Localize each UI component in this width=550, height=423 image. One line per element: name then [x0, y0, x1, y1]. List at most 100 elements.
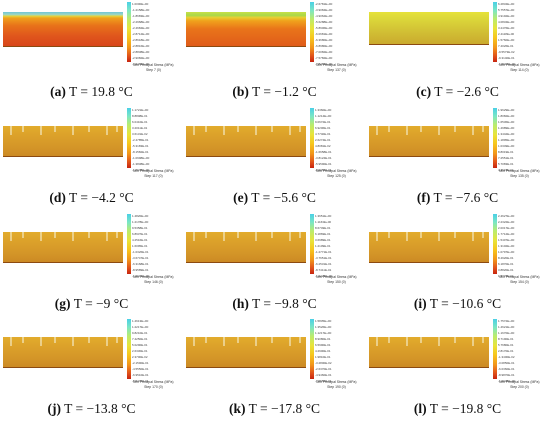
crack-marks — [10, 125, 118, 135]
legend-tick-label: 1.8082E+00 — [498, 113, 515, 118]
legend-tick-label: -6.3168E-01 — [132, 261, 149, 266]
panel-caption: (e) T = −5.6 °C — [183, 190, 366, 206]
legend-step: Step 117 (0) — [144, 173, 163, 178]
panel-letter: (i) — [413, 295, 427, 311]
crack-marks — [376, 231, 484, 241]
legend-tick-label: 5.7083E-01 — [498, 161, 514, 166]
legend-tick-label: -6.0360E-01 — [498, 367, 515, 372]
color-bar — [127, 319, 131, 380]
legend-tick-label: -2.8712E+00 — [132, 32, 150, 36]
stress-field — [3, 125, 123, 157]
crack-marks — [193, 125, 301, 135]
contour-plot: 1.3360E+00 1.1214E+00 9.0672E-01 6.9206E-01… — [186, 107, 363, 180]
contour-plot: 1.4820E+00 1.2178E+00 9.5358E-01 6.8937E-01… — [3, 213, 180, 286]
legend-tick-label: 5.7557E+00 — [498, 8, 515, 12]
color-bar — [310, 107, 314, 168]
legend-tick-label: 1.1895E+00 — [498, 137, 515, 142]
color-legend: 1.1721E+00 8.8808E-01 6.0410E-01 3.2011E-01… — [127, 107, 180, 180]
legend-step: Step 114 (0) — [510, 68, 529, 72]
stress-field — [186, 231, 306, 263]
color-legend: 1.5835E+00 1.3526E+00 1.1217E+00 8.9080E-01… — [310, 319, 363, 391]
legend-tick-label: -9.3140E-01 — [498, 56, 515, 60]
legend-title: Min Principal Stress (MPa) — [133, 168, 174, 173]
legend-ticks: 1.9629E+00 1.8082E+00 1.6536E+00 1.4989E+00… — [498, 107, 546, 173]
panel-caption: (h) T = −9.8 °C — [183, 296, 366, 312]
legend-tick-label: -3.2800E-02 — [315, 361, 332, 366]
legend-tick-label: 9.0672E-01 — [315, 119, 331, 124]
color-bar — [310, 2, 314, 62]
color-bar — [493, 213, 497, 274]
legend-tick-label: 1.4621E+00 — [498, 325, 515, 330]
stress-field — [3, 337, 123, 369]
legend-tick-label: -6.0681E+00 — [315, 32, 333, 36]
legend-tick-label: 6.0410E-01 — [132, 119, 148, 124]
legend-tick-label: 4.2516E-01 — [132, 237, 148, 242]
contour-panel: 1.3651E+00 1.1163E+00 8.6749E-01 6.1869E-01… — [183, 212, 366, 318]
legend-tick-label: 8.4920E-01 — [498, 255, 514, 260]
stress-field — [369, 12, 489, 45]
legend-tick-label: -2.1590E-01 — [132, 361, 149, 366]
contour-panel: 1.3360E+00 1.1214E+00 9.0672E-01 6.9206E-01… — [183, 106, 366, 212]
stress-field — [186, 12, 306, 47]
legend-tick-label: 4.2900E-01 — [315, 349, 331, 354]
legend-tick-label: 1.9629E+00 — [498, 107, 515, 112]
panel-letter: (d) — [49, 189, 66, 205]
legend-tick-label: -4.5550E-01 — [132, 367, 149, 372]
legend-tick-label: -8.7411E-01 — [315, 267, 332, 272]
contour-plot: 1.5835E+00 1.3526E+00 1.1217E+00 8.9080E-01… — [186, 319, 363, 391]
legend-title: Min Principal Stress (MPa) — [499, 274, 540, 279]
legend-ticks: 1.7572E+00 1.4621E+00 1.1670E+00 8.7190E-01… — [498, 318, 546, 384]
color-bar — [493, 2, 497, 62]
legend-tick-label: 6.5990E-01 — [315, 343, 331, 348]
legend-tick-label: -9.3470E-01 — [132, 379, 149, 384]
legend-tick-label: 4.7740E-01 — [315, 131, 331, 136]
legend-tick-label: 1.6095E-01 — [132, 243, 148, 248]
panel-temperature: T = −10.6 °C — [429, 295, 502, 311]
legend-tick-label: 1.4820E+00 — [132, 213, 149, 218]
legend-tick-label: -7.8284E+00 — [315, 62, 333, 66]
contour-panel: 1.5835E+00 1.3526E+00 1.1217E+00 8.9080E-01… — [183, 317, 366, 423]
legend-tick-label: -2.6370E-01 — [315, 367, 332, 372]
legend-tick-label: -5.8906E+00 — [315, 26, 333, 30]
contour-plot: 6.2834E+00 5.7557E+00 4.9192E+00 4.0834E+00… — [369, 2, 546, 74]
legend-step: Step 125 (0) — [327, 173, 346, 178]
legend-tick-label: 3.2011E-01 — [132, 125, 148, 130]
legend-tick-label: 2.4627E+00 — [498, 213, 515, 218]
color-legend: 1.4820E+00 1.2178E+00 9.5358E-01 6.8937E-01… — [127, 213, 180, 286]
legend-tick-label: -8.9870E-01 — [498, 373, 515, 378]
color-bar — [310, 319, 314, 380]
legend-tick-label: 8.6749E-01 — [315, 225, 331, 230]
legend-tick-label: 4.8081E-02 — [315, 143, 331, 148]
legend-tick-label: 1.3651E+00 — [315, 213, 332, 218]
contour-plot: 1.1721E+00 8.8808E-01 6.0410E-01 3.2011E-01… — [3, 107, 180, 180]
contour-panel: 2.4627E+00 2.2322E+00 2.0017E+00 1.7712E+00… — [366, 212, 550, 318]
legend-tick-label: -4.9460E-01 — [315, 373, 332, 378]
legend-tick-label: -2.2968E+00 — [132, 20, 150, 24]
contour-plot: 1.0000E+00 -1.2158E+00 -1.8683E+00 -2.2968E… — [3, 2, 180, 74]
legend-tick-label: 1.3442E+00 — [498, 131, 515, 136]
legend-tick-label: -1.6658E-01 — [315, 149, 332, 154]
legend-tick-label: 2.8170E-01 — [498, 349, 514, 354]
panel-caption: (c) T = −2.6 °C — [366, 84, 549, 100]
contour-panel: 1.9629E+00 1.8082E+00 1.6536E+00 1.4989E+00… — [366, 106, 550, 212]
legend-ticks: 1.0000E+00 -1.2158E+00 -1.8683E+00 -2.2968E… — [132, 1, 180, 67]
color-legend: 1.0000E+00 -1.2158E+00 -1.8683E+00 -2.2968E… — [127, 2, 180, 74]
legend-tick-label: 1.0000E+00 — [132, 2, 149, 6]
panel-letter: (f) — [416, 189, 431, 205]
panel-letter: (c) — [416, 84, 432, 99]
legend-tick-label: -6.8980E+00 — [315, 44, 333, 48]
legend-tick-label: -2.4684E+00 — [132, 26, 150, 30]
contour-panel: 6.2834E+00 5.7557E+00 4.9192E+00 4.0834E+00… — [366, 0, 550, 106]
panel-letter: (g) — [54, 295, 71, 311]
legend-title: Min Principal Stress (MPa) — [316, 274, 357, 279]
legend-tick-label: 8.7190E-01 — [498, 337, 514, 342]
contour-panel: 1.4613E+00 1.2217E+00 9.8210E-01 7.4250E-01… — [0, 317, 183, 423]
legend-tick-label: -1.0326E-01 — [132, 249, 149, 254]
color-legend: 2.4627E+00 2.2322E+00 2.0017E+00 1.7712E+00… — [493, 213, 546, 286]
legend-tick-label: 6.1870E-01 — [498, 261, 514, 266]
color-legend: 1.9629E+00 1.8082E+00 1.6536E+00 1.4989E+00… — [493, 107, 546, 180]
color-legend: 6.2834E+00 5.7557E+00 4.9192E+00 4.0834E+00… — [493, 2, 546, 74]
panel-temperature: T = −2.6 °C — [434, 84, 499, 99]
legend-tick-label: -3.1462E+00 — [132, 62, 150, 66]
legend-tick-label: -3.9084E+00 — [315, 8, 333, 12]
